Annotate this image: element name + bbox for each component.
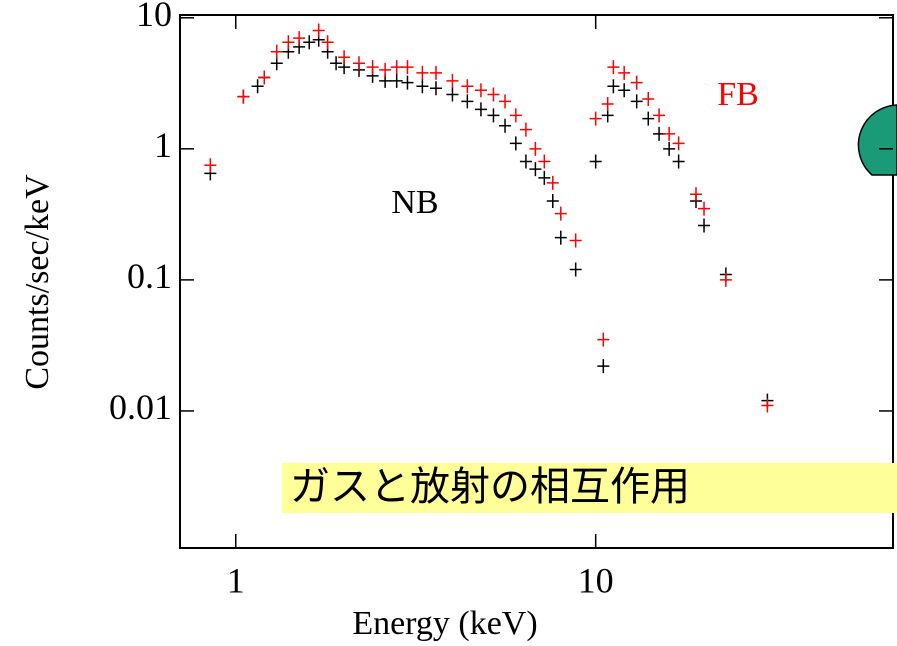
data-point [487,108,500,123]
data-point [499,94,512,109]
decor-shape [857,104,897,176]
data-point [589,111,602,126]
data-point [554,230,567,245]
data-point [761,398,774,413]
data-point [653,108,666,123]
data-point [630,75,643,90]
data-point [672,136,685,151]
data-point [569,262,582,277]
data-point [698,218,711,233]
annotation: ガスと放射の相互作用 [290,464,690,510]
data-point [672,154,685,169]
data-point [338,50,351,65]
highlight-box: ガスと放射の相互作用 [282,463,897,513]
data-point [554,206,567,221]
data-point [312,23,325,38]
data-point [509,136,522,151]
annotation: FB [717,76,759,113]
data-point [499,118,512,133]
data-point [642,92,655,107]
data-point [461,94,474,109]
data-point [330,56,343,71]
data-point [390,60,403,75]
data-point [416,79,429,94]
data-point [630,94,643,109]
y-tick-label: 1 [154,125,172,165]
data-point [461,79,474,94]
annotation: NB [391,184,438,221]
data-point [663,141,676,156]
data-point [597,359,610,374]
data-point [546,193,559,208]
x-tick-label: 1 [227,560,245,600]
data-point [607,60,620,75]
data-point [293,31,306,46]
data-point [569,233,582,248]
y-axis-label: Counts/sec/keV [19,174,56,390]
data-point [258,70,271,85]
data-point [366,60,379,75]
data-point [529,141,542,156]
data-point [352,56,365,71]
highlight-bg [282,463,897,513]
data-point [416,65,429,80]
data-point [401,60,414,75]
data-point [698,201,711,216]
data-point [446,73,459,88]
data-point [474,83,487,98]
data-point [546,175,559,190]
y-tick-label: 0.1 [127,256,172,296]
data-point [446,87,459,102]
data-point [429,65,442,80]
data-point [204,158,217,173]
data-point [653,126,666,141]
plot-frame [179,14,894,549]
data-point [270,44,283,59]
data-point [237,89,250,104]
data-point [538,170,551,185]
data-point [474,102,487,117]
data-point [719,272,732,287]
data-point [401,75,414,90]
data-point [303,35,316,50]
data-point [601,96,614,111]
y-tick-label: 0.01 [109,387,172,427]
data-point [519,154,532,169]
data-point [538,154,551,169]
data-point [282,35,295,50]
marks [204,23,774,413]
data-point [618,83,631,98]
data-point [690,187,703,202]
x-axis-label: Energy (keV) [352,605,537,642]
data-point [379,62,392,77]
data-point [390,73,403,88]
data-point [429,81,442,96]
data-point [618,65,631,80]
data-point [251,79,264,94]
data-point [589,154,602,169]
data-point [321,35,334,50]
x-tick-label: 10 [578,560,614,600]
data-point [529,162,542,177]
data-point [519,122,532,137]
data-point [663,126,676,141]
data-point [607,79,620,94]
y-tick-label: 10 [136,0,172,34]
data-point [597,332,610,347]
data-point [487,87,500,102]
data-point [642,111,655,126]
data-point [509,108,522,123]
